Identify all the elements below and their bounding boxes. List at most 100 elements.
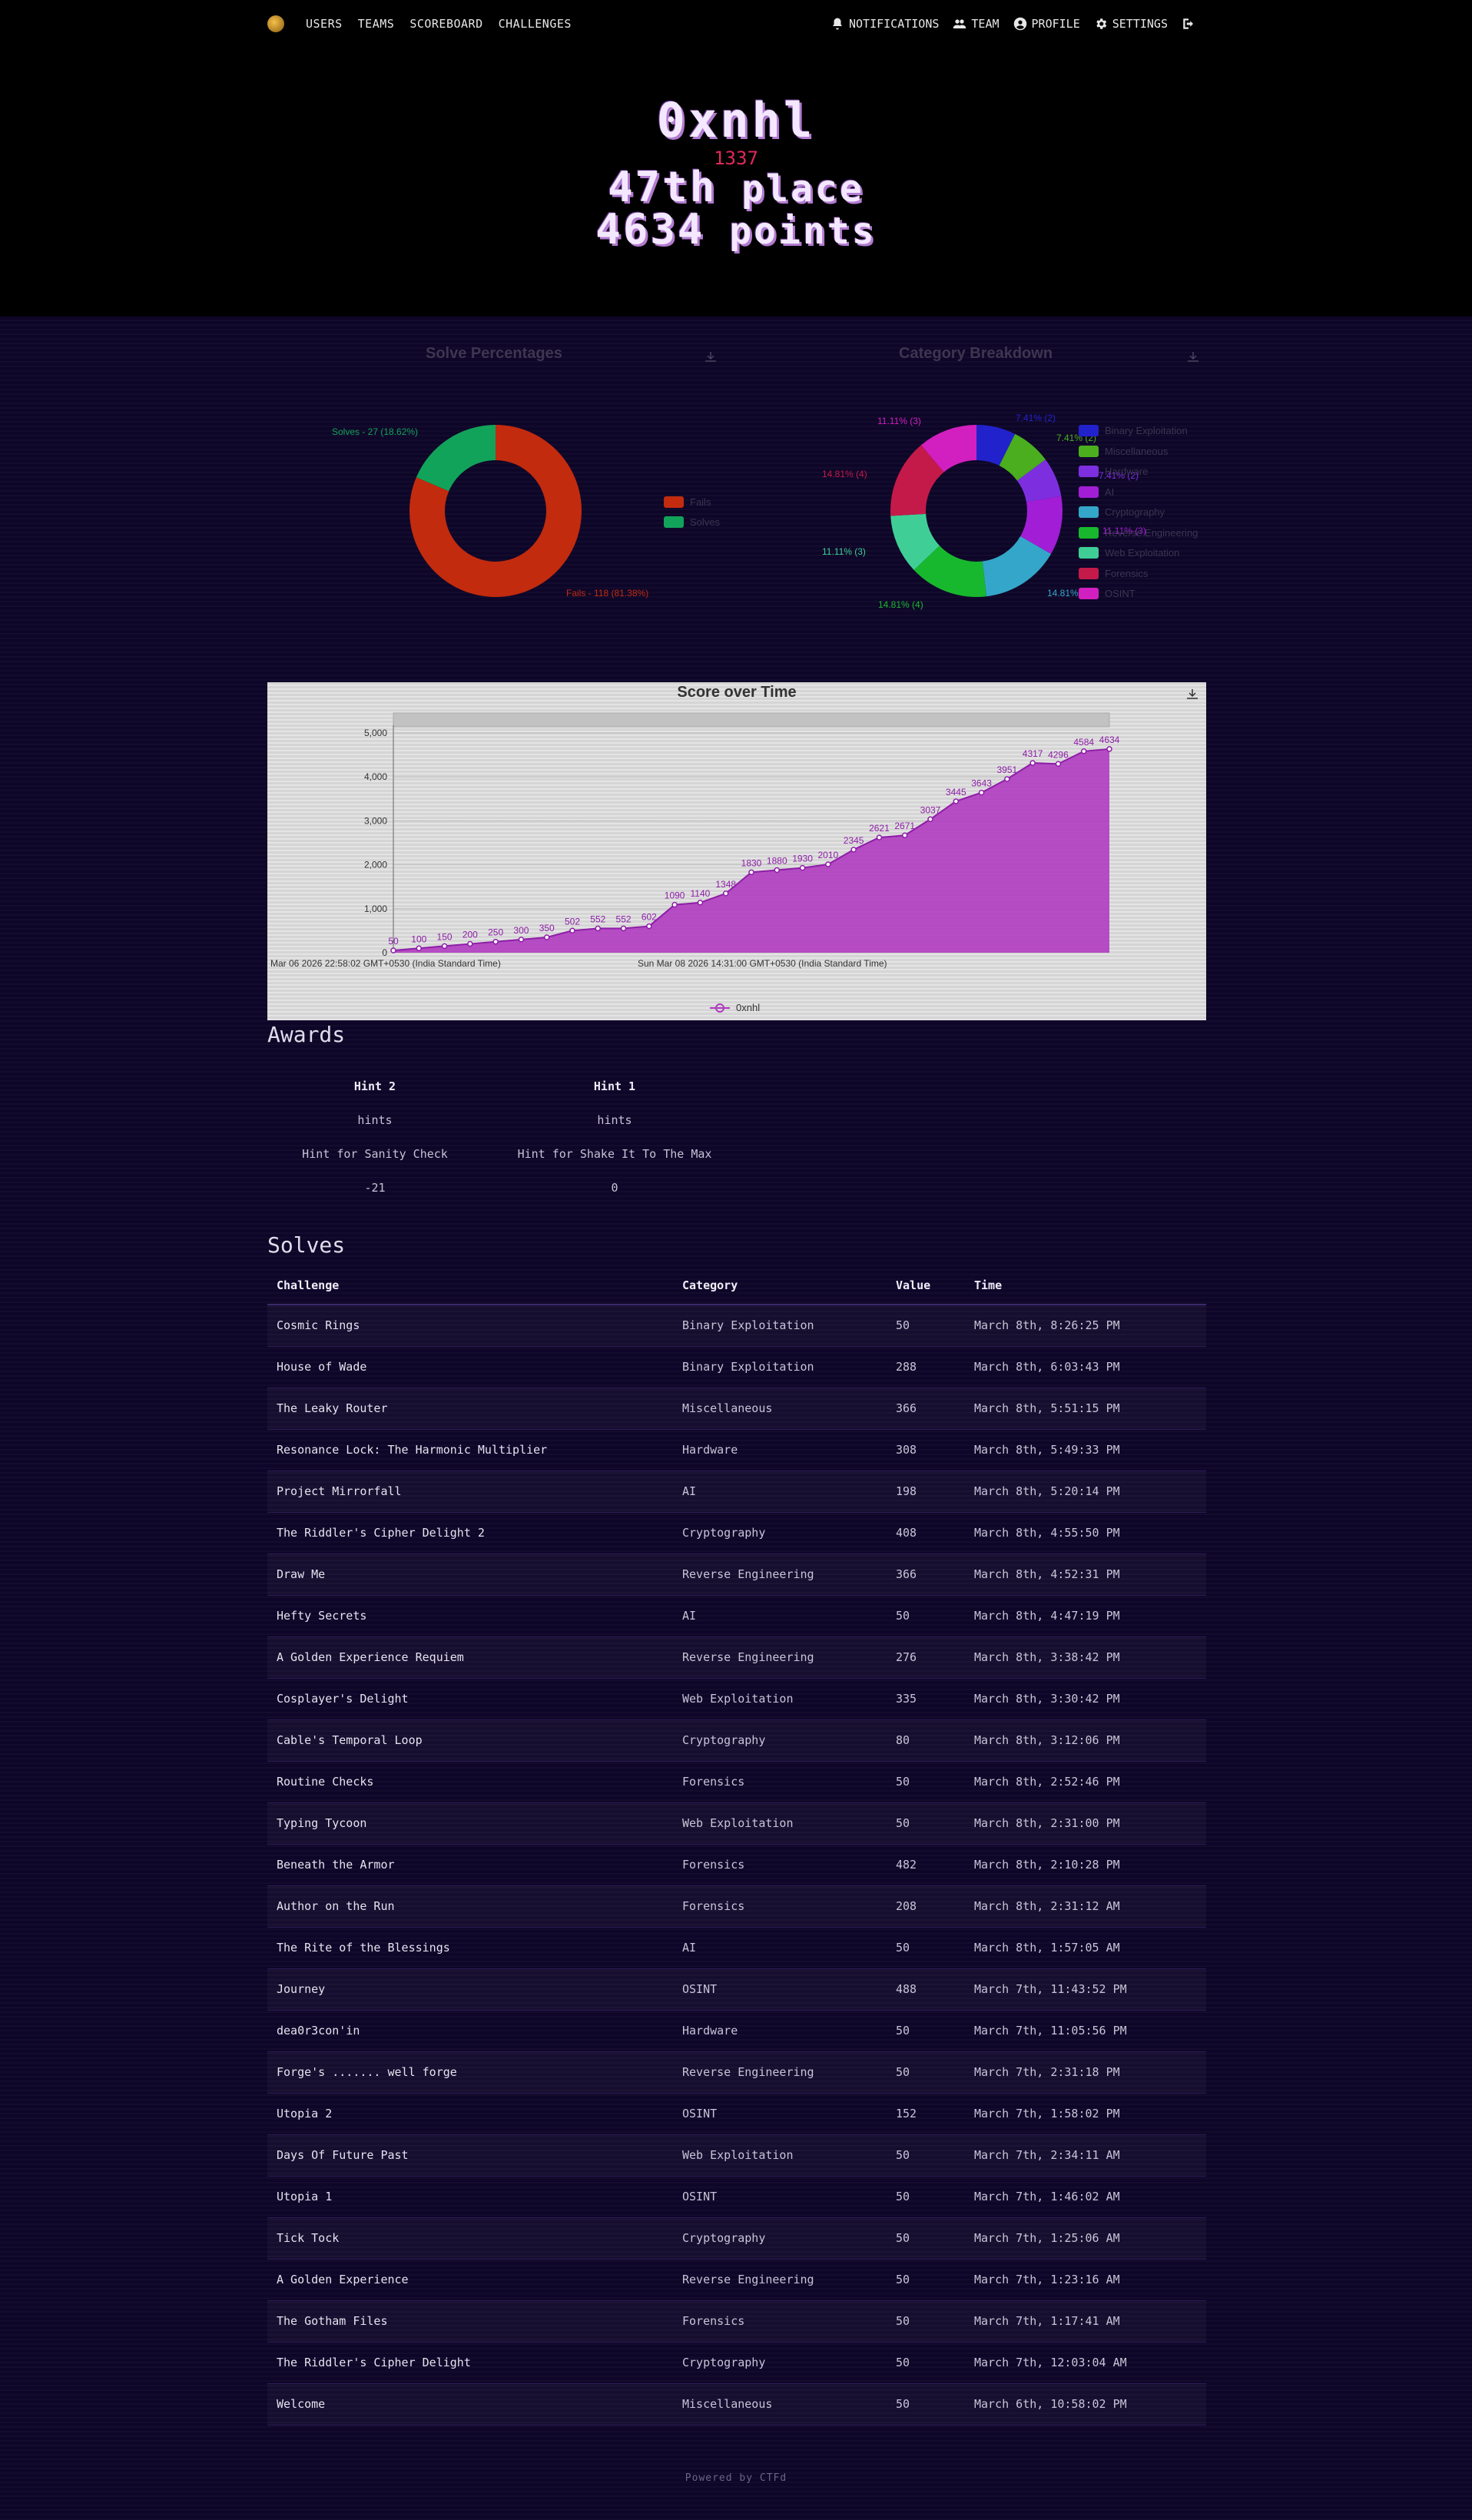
score-point[interactable]: [467, 940, 473, 947]
score-point[interactable]: [492, 938, 499, 945]
challenge-cell[interactable]: Utopia 2: [267, 2093, 673, 2135]
legend-item[interactable]: OSINT: [1079, 588, 1135, 599]
challenge-cell[interactable]: Journey: [267, 1968, 673, 2011]
score-point[interactable]: [518, 937, 525, 943]
challenge-cell[interactable]: Utopia 1: [267, 2176, 673, 2218]
nav-team[interactable]: TEAM: [953, 17, 1000, 31]
nav-scoreboard[interactable]: SCOREBOARD: [409, 17, 483, 31]
score-point[interactable]: [927, 816, 933, 823]
legend-item[interactable]: Forensics: [1079, 567, 1148, 579]
slice-reverse-engineering[interactable]: [913, 545, 987, 597]
slice-web-exploitation[interactable]: [890, 513, 940, 570]
slice-fails[interactable]: [409, 425, 582, 597]
download-icon[interactable]: [703, 350, 718, 365]
download-icon[interactable]: [1185, 687, 1200, 702]
range-slider[interactable]: [393, 712, 1110, 728]
slice-solves[interactable]: [416, 425, 496, 492]
legend-label: Binary Exploitation: [1105, 425, 1188, 436]
slice-cryptography[interactable]: [982, 536, 1051, 597]
nav-profile[interactable]: PROFILE: [1013, 17, 1080, 31]
challenge-cell[interactable]: House of Wade: [267, 1346, 673, 1388]
challenge-cell[interactable]: The Riddler's Cipher Delight 2: [267, 1512, 673, 1554]
challenge-cell[interactable]: Cable's Temporal Loop: [267, 1719, 673, 1762]
challenge-cell[interactable]: The Gotham Files: [267, 2300, 673, 2343]
footer[interactable]: Powered by CTFd: [685, 2472, 787, 2484]
nav-users[interactable]: USERS: [306, 17, 343, 31]
score-point[interactable]: [1055, 761, 1062, 768]
challenge-cell[interactable]: Resonance Lock: The Harmonic Multiplier: [267, 1429, 673, 1471]
user-points: 4634 points: [0, 205, 1472, 254]
score-point[interactable]: [774, 867, 781, 874]
legend-item[interactable]: Reverse Engineering: [1079, 526, 1198, 539]
score-point[interactable]: [876, 834, 883, 841]
score-point[interactable]: [595, 925, 602, 932]
score-point[interactable]: [416, 945, 423, 952]
legend-item[interactable]: Cryptography: [1079, 506, 1165, 518]
legend-item[interactable]: AI: [1079, 486, 1114, 498]
challenge-cell[interactable]: Tick Tock: [267, 2217, 673, 2260]
challenge-cell[interactable]: The Riddler's Cipher Delight: [267, 2342, 673, 2384]
ctf-logo[interactable]: [267, 15, 284, 32]
score-point[interactable]: [825, 861, 831, 867]
score-point[interactable]: [1029, 760, 1036, 766]
binary-callout: 7.41% (2): [1016, 413, 1056, 423]
challenge-cell[interactable]: Routine Checks: [267, 1761, 673, 1803]
nav-challenges[interactable]: CHALLENGES: [498, 17, 572, 31]
score-point[interactable]: [953, 798, 960, 804]
challenge-cell[interactable]: Project Mirrorfall: [267, 1471, 673, 1513]
challenge-cell[interactable]: Typing Tycoon: [267, 1802, 673, 1845]
score-point[interactable]: [671, 901, 678, 908]
legend-item[interactable]: Binary Exploitation: [1079, 425, 1188, 436]
challenge-cell[interactable]: Draw Me: [267, 1553, 673, 1596]
score-point[interactable]: [620, 925, 627, 932]
score-point[interactable]: [543, 934, 550, 940]
score-point[interactable]: [390, 947, 396, 953]
challenge-cell[interactable]: The Rite of the Blessings: [267, 1927, 673, 1969]
challenge-cell[interactable]: Cosmic Rings: [267, 1305, 673, 1347]
challenge-cell[interactable]: Hefty Secrets: [267, 1595, 673, 1637]
score-point[interactable]: [901, 832, 908, 838]
challenge-cell[interactable]: Forge's ....... well forge: [267, 2051, 673, 2094]
slice-miscellaneous[interactable]: [999, 433, 1046, 481]
col-time: Time: [965, 1266, 1206, 1305]
score-point[interactable]: [1106, 746, 1112, 752]
challenge-cell[interactable]: Days Of Future Past: [267, 2134, 673, 2177]
score-point[interactable]: [697, 900, 704, 906]
challenge-cell[interactable]: A Golden Experience Requiem: [267, 1636, 673, 1679]
legend-item[interactable]: Miscellaneous: [1079, 445, 1168, 457]
table-row: A Golden Experience Reverse Engineering 50…: [267, 2259, 1206, 2301]
table-row: The Leaky Router Miscellaneous 366 March 8t…: [267, 1388, 1206, 1430]
slice-forensics[interactable]: [890, 445, 944, 516]
challenge-cell[interactable]: Author on the Run: [267, 1885, 673, 1928]
score-point[interactable]: [850, 847, 857, 853]
score-point[interactable]: [748, 869, 754, 876]
slice-hardware[interactable]: [1016, 459, 1062, 502]
score-point[interactable]: [441, 943, 448, 950]
slice-osint[interactable]: [921, 425, 976, 472]
challenge-cell[interactable]: dea0r3con'in: [267, 2010, 673, 2052]
challenge-cell[interactable]: The Leaky Router: [267, 1388, 673, 1430]
score-point[interactable]: [646, 923, 652, 930]
score-point[interactable]: [978, 789, 985, 796]
challenge-cell[interactable]: Beneath the Armor: [267, 1844, 673, 1886]
score-point[interactable]: [799, 864, 806, 871]
nav-logout[interactable]: [1182, 17, 1195, 31]
score-point[interactable]: [569, 927, 575, 934]
score-point[interactable]: [1080, 748, 1087, 754]
nav-settings[interactable]: SETTINGS: [1094, 17, 1168, 31]
challenge-cell[interactable]: Welcome: [267, 2383, 673, 2426]
score-point[interactable]: [1004, 776, 1010, 782]
download-icon[interactable]: [1185, 350, 1201, 365]
nav-teams[interactable]: TEAMS: [357, 17, 395, 31]
slice-ai[interactable]: [1020, 496, 1063, 554]
challenge-cell[interactable]: Cosplayer's Delight: [267, 1678, 673, 1720]
score-point[interactable]: [722, 890, 729, 897]
challenge-cell[interactable]: A Golden Experience: [267, 2259, 673, 2301]
score-legend[interactable]: 0xnhl: [710, 1002, 760, 1013]
slice-binary-exploitation[interactable]: [976, 425, 1016, 466]
legend-fails[interactable]: Fails: [664, 496, 711, 508]
nav-notifications[interactable]: NOTIFICATIONS: [830, 17, 939, 31]
legend-item[interactable]: Hardware: [1079, 466, 1148, 477]
legend-item[interactable]: Web Exploitation: [1079, 547, 1179, 559]
legend-solves[interactable]: Solves: [664, 516, 720, 528]
